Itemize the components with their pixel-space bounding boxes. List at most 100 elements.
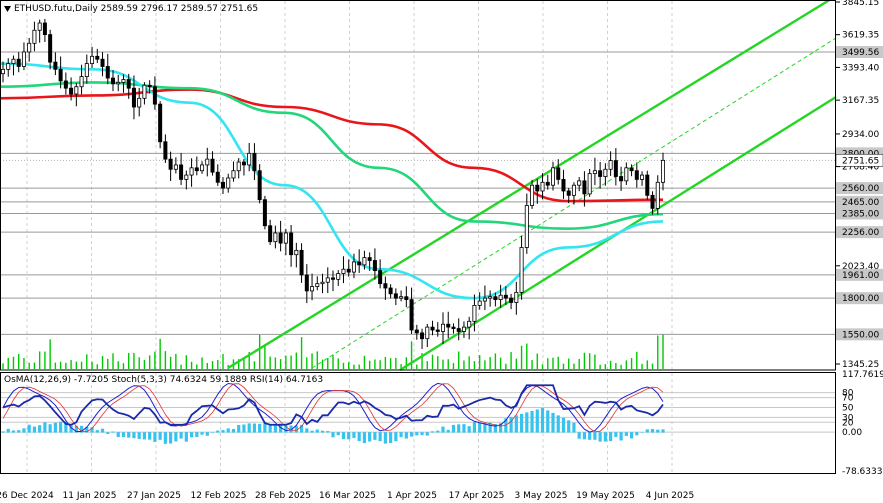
osma-bar <box>582 432 587 440</box>
osma-bar <box>132 432 136 439</box>
osma-bar <box>472 421 477 433</box>
osma-bar <box>179 432 183 439</box>
candle-body <box>289 232 294 256</box>
level-label: 2465.00 <box>842 198 879 208</box>
moving-average-line <box>0 62 664 300</box>
osma-bar <box>1 431 5 433</box>
candle-body <box>294 249 299 256</box>
candle-body <box>509 297 514 303</box>
collapse-triangle-icon[interactable] <box>4 6 11 12</box>
osma-bar <box>27 424 31 433</box>
candle-body <box>540 181 545 192</box>
osma-bar <box>247 423 251 433</box>
candle-body <box>179 164 184 180</box>
y-tick-label: 2023.40 <box>842 262 879 272</box>
osma-bar <box>609 432 613 442</box>
candle-body <box>482 297 487 302</box>
osma-bar <box>289 425 293 433</box>
candle-body <box>262 199 267 227</box>
oscillator-y-label: 0.00 <box>842 428 862 438</box>
x-tick-label: 4 Jun 2025 <box>646 491 694 501</box>
candle-body <box>21 51 26 67</box>
candle-body <box>346 268 351 273</box>
candle-body <box>42 22 47 36</box>
osma-bar <box>331 432 335 438</box>
candle-body <box>32 29 37 44</box>
candle-body <box>493 296 498 300</box>
osma-bar <box>572 422 576 433</box>
osma-bar <box>525 412 529 433</box>
candle-body <box>503 294 508 299</box>
candle-body <box>404 296 409 300</box>
candle-body <box>661 159 666 183</box>
candle-body <box>571 184 576 196</box>
candle-body <box>200 164 205 172</box>
candle-body <box>320 281 325 285</box>
candle-body <box>152 86 157 105</box>
x-tick-label: 19 May 2025 <box>576 491 635 501</box>
osma-bar <box>415 432 419 436</box>
osma-bar <box>189 432 194 438</box>
level-label-bg <box>836 268 883 281</box>
osma-bar <box>85 426 89 433</box>
candle-body <box>640 174 645 180</box>
osma-bar <box>336 432 340 436</box>
osma-bar <box>446 429 450 433</box>
candle-body <box>556 167 561 180</box>
candle-body <box>137 97 142 108</box>
level-label: 3499.56 <box>842 48 879 58</box>
candle-body <box>383 283 388 289</box>
candle-body <box>100 58 105 67</box>
osma-bar <box>441 426 445 433</box>
osma-bar <box>326 431 330 433</box>
osma-bar <box>341 432 346 440</box>
oscillator-y-label: -78.6333 <box>842 467 882 477</box>
osma-bar <box>231 428 236 433</box>
osma-bar <box>656 429 660 433</box>
candle-body <box>84 63 89 77</box>
candle-body <box>325 277 330 283</box>
osma-bar <box>389 432 393 443</box>
candle-body <box>252 152 257 172</box>
osma-bar <box>635 432 639 436</box>
level-label-bg <box>836 292 883 305</box>
osma-bar <box>226 428 230 433</box>
osma-bar <box>357 432 361 442</box>
osma-bar <box>64 421 68 433</box>
candle-body <box>650 194 655 209</box>
osma-bar <box>593 432 597 440</box>
osma-bar <box>645 429 649 433</box>
osma-bar <box>530 410 534 433</box>
osma-bar <box>43 422 47 433</box>
osma-bar <box>221 430 225 433</box>
candle-body <box>210 158 215 173</box>
osma-bar <box>79 425 84 433</box>
osma-bar <box>127 432 131 438</box>
candle-body <box>95 55 100 60</box>
osma-bar <box>6 428 10 433</box>
y-tick-label: 1345.25 <box>842 360 879 370</box>
osma-bar <box>142 432 147 440</box>
oscillator-y-label: 50 <box>842 403 854 413</box>
level-label: 2560.00 <box>842 184 879 194</box>
osma-bar <box>74 425 78 433</box>
candle-body <box>142 84 147 99</box>
oscillator-y-label: 30 <box>842 413 854 423</box>
x-tick-label: 26 Dec 2024 <box>0 491 54 501</box>
osma-bar <box>11 430 16 433</box>
osma-bar <box>546 410 550 433</box>
candle-body <box>613 160 618 177</box>
osma-bar <box>478 422 482 433</box>
candle-body <box>11 58 16 64</box>
candle-body <box>131 87 136 108</box>
osma-bar <box>567 420 571 433</box>
candle-body <box>257 170 262 201</box>
osma-bar <box>320 430 325 433</box>
candle-body <box>430 326 435 331</box>
osma-bar <box>404 432 408 439</box>
osma-bar <box>457 424 461 433</box>
x-tick-label: 17 Apr 2025 <box>449 491 505 501</box>
osma-bar <box>169 432 173 444</box>
osma-bar <box>305 428 309 433</box>
